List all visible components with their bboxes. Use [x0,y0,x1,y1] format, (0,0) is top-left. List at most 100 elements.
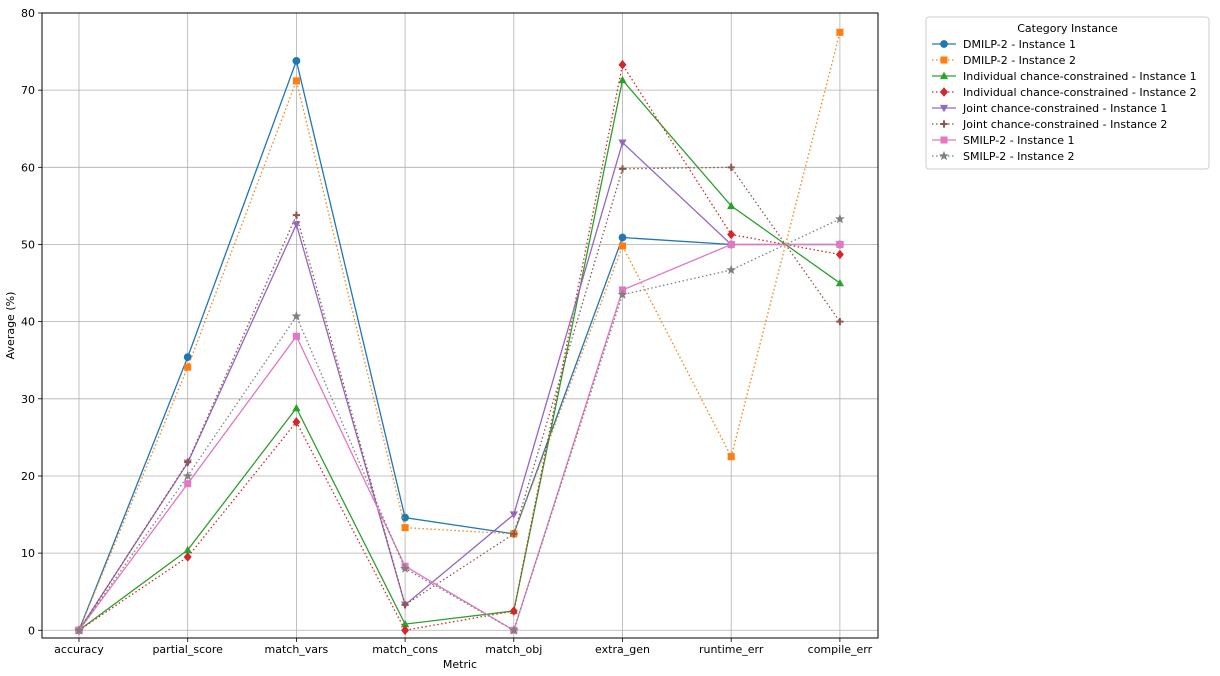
series-layer [74,28,845,636]
data-point [510,530,518,538]
series-line [78,141,840,631]
legend-marker [939,104,949,113]
data-point [401,601,409,609]
data-point [184,480,192,488]
series-2 [75,28,844,634]
data-point [292,332,300,340]
series-line [78,62,841,632]
data-point [727,240,735,249]
legend-marker [939,71,949,80]
plot-frame [41,12,879,639]
data-point [292,417,301,427]
data-point [508,625,519,635]
data-point [618,139,627,147]
data-point [292,221,301,229]
legend-marker [940,40,948,48]
x-tick-label: runtime_err [699,643,764,656]
series-line [78,166,841,631]
data-point [401,625,410,636]
series-line [78,243,840,632]
data-point [74,625,84,635]
legend-marker [940,56,948,64]
legend-label: DMILP-2 - Instance 2 [963,54,1076,67]
legend-item: SMILP-2 - Instance 2 [932,150,1074,163]
data-point [835,249,844,260]
y-axis-ticks: 0 10 20 30 40 50 60 70 80 [21,7,42,637]
series-8 [74,213,845,635]
y-axis-label: Average (%) [4,292,17,360]
data-point [727,163,735,171]
x-axis-label: Metric [443,658,477,671]
data-point [291,311,302,321]
legend-label: DMILP-2 - Instance 1 [963,38,1076,51]
legend-marker [939,150,949,161]
data-point [184,458,192,466]
y-tick-label: 40 [21,316,35,329]
legend-items: DMILP-2 - Instance 1 DMILP-2 - Instance 2… [932,38,1197,163]
x-tick-label: partial_score [152,643,223,656]
series-5 [74,139,845,635]
data-point [292,77,300,85]
legend-label: SMILP-2 - Instance 2 [963,150,1074,163]
x-tick-label: accuracy [54,643,104,656]
legend-item: Individual chance-constrained - Instance… [932,86,1197,99]
data-point [727,453,735,461]
y-tick-label: 0 [28,624,35,637]
legend-label: SMILP-2 - Instance 1 [963,134,1074,147]
data-point [400,563,411,573]
data-point [292,56,301,65]
data-point [401,513,409,522]
legend-item: Individual chance-constrained - Instance… [932,70,1197,83]
y-tick-label: 70 [21,84,35,97]
data-point [836,240,844,249]
series-line [78,58,840,631]
legend-item: DMILP-2 - Instance 2 [932,54,1076,67]
legend-item: DMILP-2 - Instance 1 [932,38,1076,51]
data-point [183,353,192,362]
legend-item: Joint chance-constrained - Instance 1 [932,102,1167,115]
data-point [618,242,627,250]
data-point [618,165,627,173]
legend-label: Joint chance-constrained - Instance 1 [962,102,1167,115]
legend-title: Category Instance [1017,22,1118,35]
y-tick-label: 20 [21,470,35,483]
data-point [617,289,628,299]
legend-marker [940,87,948,97]
data-point [836,28,844,36]
x-tick-label: extra_gen [595,643,650,656]
data-point [509,511,518,519]
grid-lines [42,12,878,638]
data-point [727,229,736,240]
data-point [618,75,627,84]
data-point [836,318,844,326]
data-point [835,278,845,287]
data-point [834,213,845,224]
data-point [509,606,518,616]
series-line [78,218,841,632]
y-tick-label: 80 [21,7,35,20]
data-point [292,403,301,412]
series-line [78,32,841,631]
legend: Category Instance DMILP-2 - Instance 1DM… [925,16,1210,170]
data-point [618,233,627,242]
legend-marker [940,136,948,144]
x-axis-ticks: accuracy partial_score match_vars match_con… [54,638,873,656]
legend-box [925,16,1210,170]
series-line [78,78,841,631]
data-point [726,264,737,275]
legend-marker [940,120,948,128]
legend-item: SMILP-2 - Instance 1 [932,134,1074,147]
data-point [184,363,192,371]
legend-label: Individual chance-constrained - Instance… [963,86,1197,99]
data-point [727,201,736,210]
data-point [182,470,193,481]
x-tick-label: match_vars [265,643,329,656]
y-tick-label: 30 [21,393,35,406]
y-tick-label: 10 [21,547,35,560]
x-tick-label: match_cons [372,643,438,656]
y-tick-label: 60 [21,161,35,174]
series-1 [75,56,844,635]
data-point [183,552,192,562]
data-point [292,211,300,219]
